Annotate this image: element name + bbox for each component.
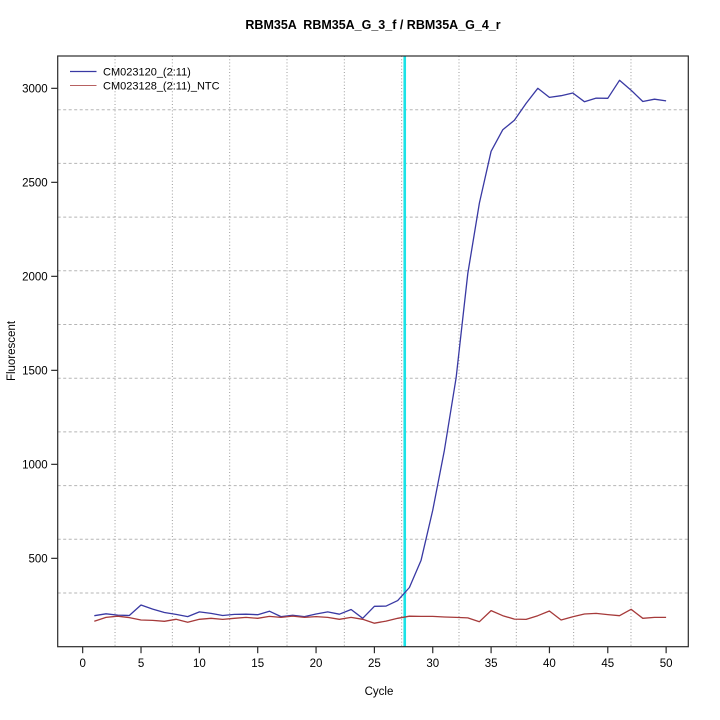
- x-tick-label: 0: [79, 658, 85, 670]
- series-line-sample: [94, 79, 667, 619]
- plot-area: 0 5 10 15 20 25 30 35 40 45 50 500 1000 1500 2000 2500 3…: [22, 55, 689, 670]
- x-tick-label: 5: [138, 658, 144, 670]
- x-tick-label: 40: [543, 658, 556, 670]
- legend-label: CM023120_(2:11): [103, 66, 191, 78]
- y-tick-label: 2500: [22, 177, 48, 189]
- x-tick-label: 30: [426, 658, 439, 670]
- x-tick-label: 45: [601, 658, 614, 670]
- y-axis-label: Fluorescent: [6, 320, 18, 381]
- x-tick-label: 15: [251, 658, 264, 670]
- y-tick-label: 1000: [22, 459, 48, 471]
- y-tick-label: 500: [29, 553, 48, 565]
- plot-border: [57, 55, 689, 648]
- legend-label: CM023128_(2:11)_NTC: [103, 80, 220, 92]
- x-tick-label: 25: [368, 658, 381, 670]
- x-tick-label: 50: [660, 658, 673, 670]
- x-tick-label: 20: [310, 658, 323, 670]
- x-axis-label: Cycle: [365, 686, 394, 698]
- y-tick-label: 2000: [22, 271, 48, 283]
- x-tick-label: 10: [193, 658, 206, 670]
- chart-title: RBM35A RBM35A_G_3_f / RBM35A_G_4_r: [245, 18, 500, 32]
- y-tick-label: 3000: [22, 83, 48, 95]
- y-tick-label: 1500: [22, 365, 48, 377]
- series-line-ntc: [94, 608, 667, 624]
- x-tick-label: 35: [485, 658, 498, 670]
